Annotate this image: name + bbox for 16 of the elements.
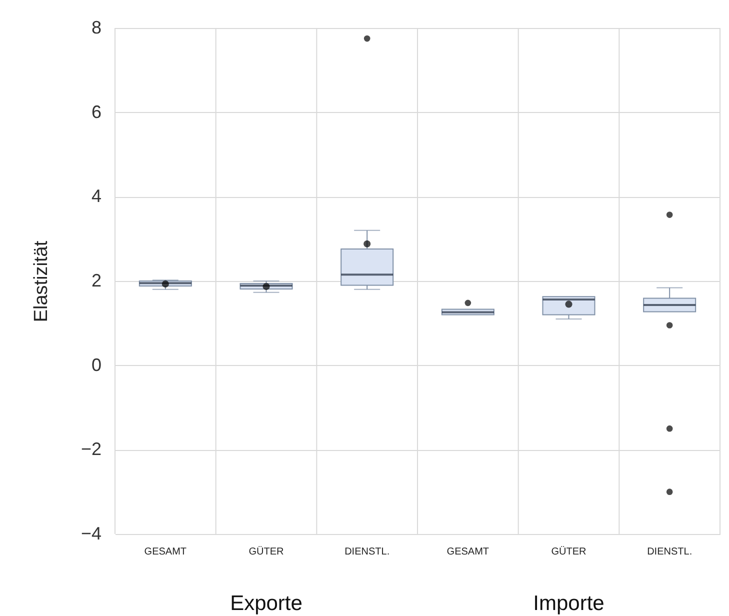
y-tick-label: 4 (91, 186, 102, 206)
x-tick-label: GESAMT (144, 546, 187, 558)
text: Exporte (230, 592, 302, 615)
y-tick-label: 2 (91, 270, 102, 290)
y-tick-label: −4 (80, 524, 102, 544)
y-tick-label: 0 (91, 354, 102, 375)
y-axis-title: Elastizität (30, 240, 52, 322)
y-tick-label: 6 (91, 102, 102, 122)
x-tick-label: GÜTER (551, 546, 586, 558)
x-tick-label: GESAMT (446, 546, 490, 558)
text: Importe (533, 592, 604, 615)
y-tick-label: 8 (91, 18, 102, 38)
y-tick-label: −2 (80, 439, 102, 460)
x-tick-label: GÜTER (248, 546, 284, 558)
x-tick-label: DIENSTL. (344, 546, 390, 558)
x-tick-label: DIENSTL. (647, 546, 692, 558)
